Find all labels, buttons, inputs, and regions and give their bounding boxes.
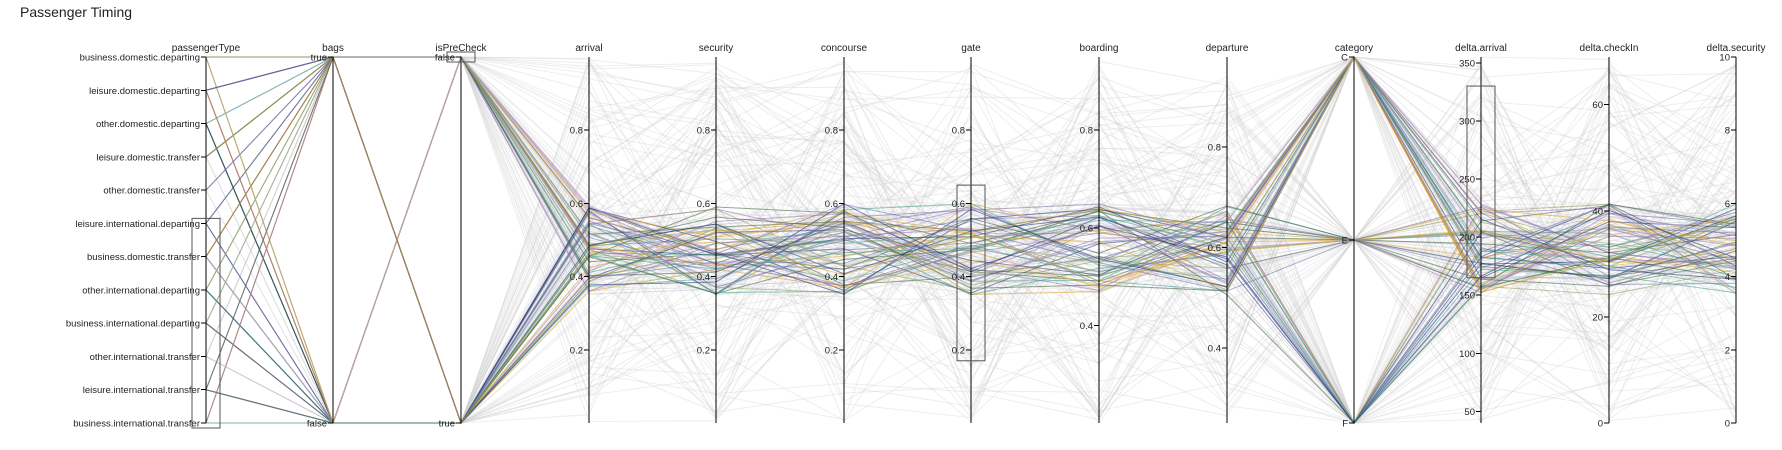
tick-label: 0.2 [570, 345, 583, 356]
tick-label: 0.2 [697, 345, 710, 356]
tick-label: 0 [1725, 419, 1730, 430]
axis-title: isPreCheck [435, 43, 487, 54]
tick-label: 60 [1592, 100, 1603, 111]
axis-title: concourse [821, 43, 868, 54]
axes: passengerTypebusiness.domestic.departing… [66, 43, 1766, 430]
tick-label: 100 [1459, 349, 1475, 360]
tick-label: F [1342, 419, 1348, 430]
axis-boarding[interactable]: boarding 0.4 0.6 0.8 [1080, 43, 1119, 423]
axis-passengerType[interactable]: passengerTypebusiness.domestic.departing… [66, 43, 241, 430]
tick-label: 4 [1725, 272, 1730, 283]
axis-title: delta.arrival [1455, 43, 1507, 54]
tick-label: other.international.transfer [90, 352, 200, 363]
tick-label: 350 [1459, 58, 1475, 69]
axis-arrival[interactable]: arrival 0.2 0.4 0.6 0.8 [570, 43, 603, 423]
tick-label: business.domestic.departing [80, 53, 200, 64]
axis-gate[interactable]: gate 0.2 0.4 0.6 0.8 [952, 43, 986, 423]
axis-title: category [1335, 43, 1373, 54]
axis-delta-security[interactable]: delta.security 0 2 4 6 8 10 [1707, 43, 1766, 430]
tick-label: 0.4 [825, 272, 838, 283]
tick-label: business.international.transfer [73, 419, 200, 430]
tick-label: leisure.domestic.transfer [97, 152, 200, 163]
tick-label: 0.8 [697, 126, 710, 137]
axis-departure[interactable]: departure 0.4 0.6 0.8 [1206, 43, 1249, 423]
axis-title: gate [961, 43, 981, 54]
tick-label: 150 [1459, 291, 1475, 302]
tick-label: false [435, 53, 455, 64]
axis-title: delta.checkIn [1580, 43, 1639, 54]
tick-label: 50 [1464, 407, 1475, 418]
tick-label: leisure.domestic.departing [89, 86, 200, 97]
tick-label: 0.2 [825, 345, 838, 356]
axis-concourse[interactable]: concourse 0.2 0.4 0.6 0.8 [821, 43, 868, 423]
tick-label: 0.8 [1080, 126, 1093, 137]
axis-title: bags [322, 43, 344, 54]
tick-label: 0.4 [1080, 321, 1093, 332]
tick-label: 10 [1719, 53, 1730, 64]
tick-label: 8 [1725, 126, 1730, 137]
tick-label: 0.6 [697, 199, 710, 210]
tick-label: 2 [1725, 345, 1730, 356]
page-title: Passenger Timing [20, 4, 133, 20]
tick-label: 0.6 [1080, 223, 1093, 234]
axis-title: passengerType [172, 43, 241, 54]
tick-label: other.domestic.departing [96, 119, 200, 130]
tick-label: leisure.international.departing [75, 219, 200, 230]
tick-label: 40 [1592, 206, 1603, 217]
axis-title: security [699, 43, 733, 54]
brush-selection[interactable] [956, 184, 986, 362]
axis-security[interactable]: security 0.2 0.4 0.6 0.8 [697, 43, 733, 423]
tick-label: 0.6 [952, 199, 965, 210]
tick-label: leisure.international.transfer [83, 385, 200, 396]
tick-label: E [1342, 236, 1348, 247]
tick-label: 0.8 [570, 126, 583, 137]
tick-label: 0.6 [825, 199, 838, 210]
tick-label: C [1341, 53, 1348, 64]
tick-label: 0.4 [952, 272, 965, 283]
tick-label: other.domestic.transfer [103, 186, 200, 197]
brush-selection[interactable] [446, 51, 476, 63]
tick-label: 6 [1725, 199, 1730, 210]
tick-label: 0.2 [952, 345, 965, 356]
axis-title: arrival [575, 43, 602, 54]
brush-selection[interactable] [1466, 85, 1496, 279]
tick-label: true [311, 53, 327, 64]
tick-label: 0.4 [1208, 343, 1221, 354]
axis-title: delta.security [1707, 43, 1766, 54]
tick-label: 0.8 [952, 126, 965, 137]
tick-label: 0 [1598, 419, 1603, 430]
tick-label: business.domestic.transfer [87, 252, 200, 263]
tick-label: business.international.departing [66, 319, 200, 330]
axis-title: departure [1206, 43, 1249, 54]
tick-label: 0.8 [1208, 143, 1221, 154]
brush-selection[interactable] [191, 217, 221, 429]
tick-label: 0.4 [697, 272, 710, 283]
tick-label: 0.6 [1208, 243, 1221, 254]
tick-label: false [307, 419, 327, 430]
tick-label: true [439, 419, 455, 430]
axis-delta-checkIn[interactable]: delta.checkIn 0 20 40 60 [1580, 43, 1639, 430]
tick-label: 0.6 [570, 199, 583, 210]
tick-label: 20 [1592, 312, 1603, 323]
tick-label: other.international.departing [82, 285, 200, 296]
tick-label: 0.4 [570, 272, 583, 283]
axis-title: boarding [1080, 43, 1119, 54]
tick-label: 0.8 [825, 126, 838, 137]
